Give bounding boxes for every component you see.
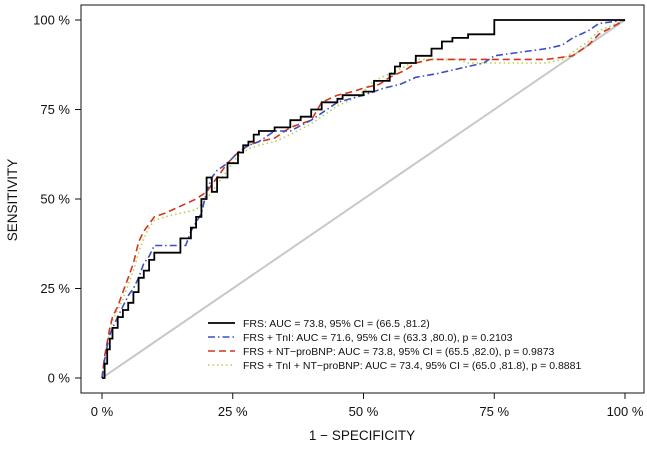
legend-label-4: FRS + TnI + NT−proBNP: AUC = 73.4, 95% C… [243,360,581,372]
x-tick-label: 25 % [218,404,248,419]
y-tick-label: 100 % [33,13,70,28]
y-tick-label: 0 % [48,371,71,386]
series-line-2 [101,19,626,379]
reference-layer [101,19,626,379]
y-axis: 0 % 25 % 50 % 75 % 100 % [33,13,81,386]
legend-label-1: FRS: AUC = 73.8, 95% CI = (66.5 ,81.2) [243,318,430,330]
y-tick-label: 25 % [40,281,70,296]
y-axis-title: SENSITIVITY [5,159,20,242]
series-line-1 [102,19,625,379]
x-axis: 0 % 25 % 50 % 75 % 100 % [91,393,644,419]
y-tick-label: 75 % [40,102,70,117]
series-line-3 [101,19,626,379]
x-tick-label: 50 % [349,404,379,419]
x-axis-title: 1 − SPECIFICITY [309,428,415,443]
y-tick-label: 50 % [40,192,70,207]
x-tick-label: 100 % [607,404,644,419]
legend-label-3: FRS + NT−proBNP: AUC = 73.8, 95% CI = (6… [243,346,555,358]
series-layer [101,19,626,379]
reference-diagonal-line [101,19,626,379]
x-tick-label: 75 % [479,404,509,419]
legend-label-2: FRS + TnI: AUC = 71.6, 95% CI = (63.3 ,8… [243,332,513,344]
legend: FRS: AUC = 73.8, 95% CI = (66.5 ,81.2) FR… [208,318,581,372]
x-tick-label: 0 % [91,404,114,419]
